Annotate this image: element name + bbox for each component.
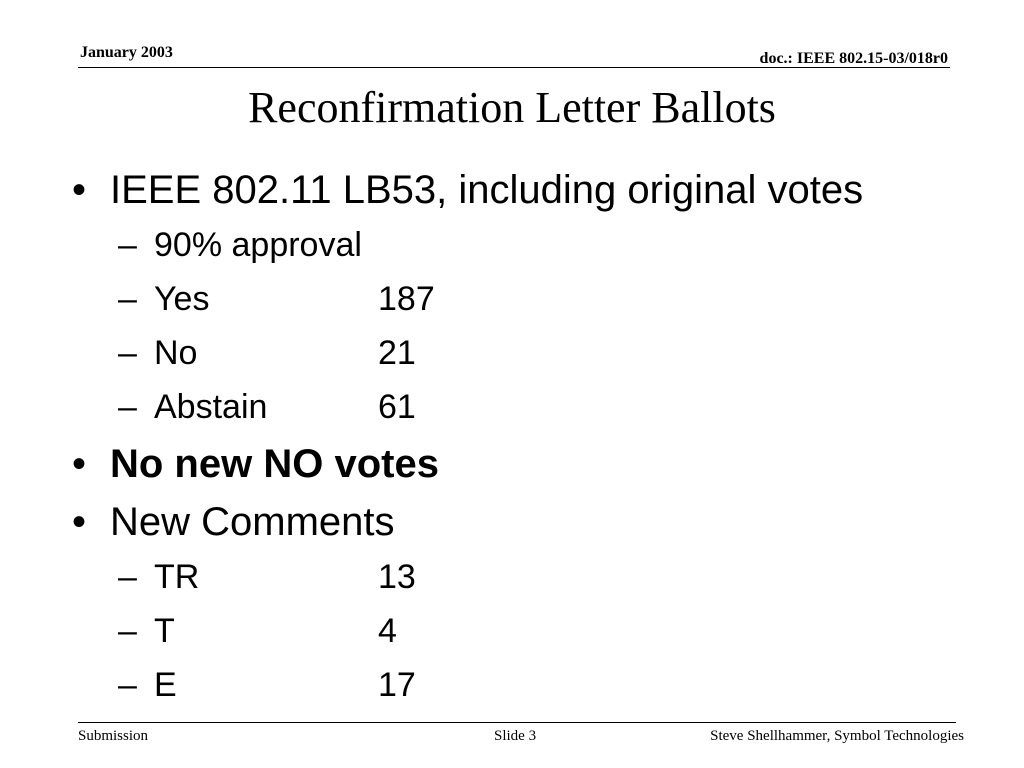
sub-item-value: 17	[378, 666, 416, 704]
footer-submission: Submission	[78, 728, 149, 744]
header-divider	[78, 67, 950, 68]
sub-item-label: No	[154, 334, 198, 372]
sub-item-label: Abstain	[154, 388, 268, 426]
bullet-text: IEEE 802.11 LB53, including original vot…	[110, 168, 864, 212]
footer-slide-number: Slide 3	[494, 728, 537, 744]
dash-icon: –	[118, 666, 137, 704]
bullet-text: No new NO votes	[110, 442, 439, 486]
footer-divider	[78, 722, 956, 723]
sub-item-label: T	[154, 612, 175, 650]
sub-item-value: 61	[378, 388, 416, 426]
bullet-icon: •	[72, 168, 87, 212]
header-doc-id: doc.: IEEE 802.15-03/018r0	[759, 50, 948, 67]
bullet-icon: •	[72, 442, 87, 486]
slide-title: Reconfirmation Letter Ballots	[248, 83, 776, 132]
dash-icon: –	[118, 612, 137, 650]
dash-icon: –	[118, 226, 137, 264]
sub-item-value: 187	[378, 280, 435, 318]
dash-icon: –	[118, 558, 137, 596]
sub-item-label: 90% approval	[154, 226, 362, 264]
footer-author: Steve Shellhammer, Symbol Technologies	[710, 728, 964, 744]
sub-item-label: TR	[154, 558, 200, 596]
sub-item-value: 4	[378, 612, 397, 650]
dash-icon: –	[118, 280, 137, 318]
bullet-text: New Comments	[110, 500, 395, 544]
sub-item-value: 13	[378, 558, 416, 596]
sub-item-label: Yes	[154, 280, 210, 318]
header-date: January 2003	[80, 44, 173, 61]
bullet-icon: •	[72, 500, 87, 544]
dash-icon: –	[118, 334, 137, 372]
sub-item-value: 21	[378, 334, 416, 372]
dash-icon: –	[118, 388, 137, 426]
sub-item-label: E	[154, 666, 177, 704]
